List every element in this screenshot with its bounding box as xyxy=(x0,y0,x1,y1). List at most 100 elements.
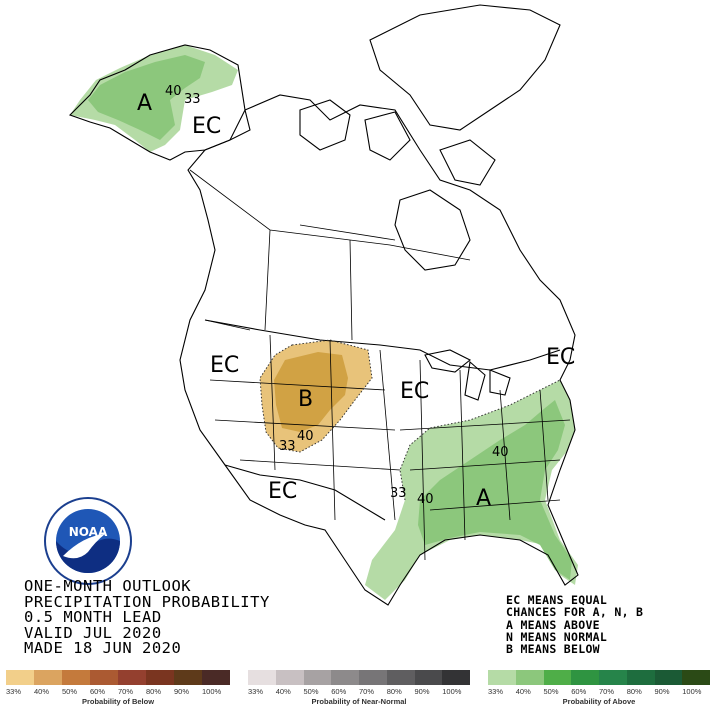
map-label-ec-midwest: EC xyxy=(400,379,429,404)
normal-scale-title: Probability of Near-Normal xyxy=(311,697,407,706)
above-scale-ticks: 33% 40% 50% 60% 70% 80% 90% 100% xyxy=(488,687,710,697)
normal-scale-swatch-1 xyxy=(275,670,304,685)
above-scale-tick-label: 70% xyxy=(599,687,615,696)
normal-scale-ticks: 33% 40% 50% 60% 70% 80% 90% 100% xyxy=(248,687,470,697)
normal-scale-swatch-7 xyxy=(442,670,470,685)
map-label-ec-alaska: EC xyxy=(192,114,221,139)
map-label-a-alaska: A xyxy=(137,91,152,116)
below-scale-swatch-2 xyxy=(62,670,90,685)
map-label-ec-west: EC xyxy=(210,353,239,378)
canadian-islands-outline xyxy=(299,99,496,186)
map-label-ec-northeast: EC xyxy=(546,345,575,370)
contour-label-se-40-west: 40 xyxy=(417,492,434,507)
below-scale-tick-label: 70% xyxy=(118,687,134,696)
plains-below-40-area xyxy=(274,352,348,432)
outlook-title-block: ONE-MONTH OUTLOOK PRECIPITATION PROBABIL… xyxy=(24,577,270,657)
map-label-ec-southwest: EC xyxy=(268,479,297,504)
above-scale-swatch-1 xyxy=(515,670,544,685)
below-scale-swatches xyxy=(6,670,230,685)
legend-note-3: A MEANS ABOVE xyxy=(506,617,600,632)
contour-label-se-33: 33 xyxy=(390,486,407,501)
noaa-logo: NOAA xyxy=(44,497,132,585)
legend-note-1: EC MEANS EQUAL xyxy=(506,593,608,607)
southeast-above-40-area xyxy=(418,400,572,580)
normal-scale-swatch-3 xyxy=(331,670,359,685)
region-borders xyxy=(189,169,571,561)
above-scale-title: Probability of Above xyxy=(562,697,636,706)
probability-near-normal-scale: 33% 40% 50% 60% 70% 80% 90% 100% Probability of … xyxy=(248,670,470,706)
above-scale-swatch-7 xyxy=(682,670,710,685)
legend-notes: EC MEANS EQUAL CHANCES FOR A, N, B A MEA… xyxy=(506,593,644,657)
below-scale-swatch-3 xyxy=(90,670,118,685)
normal-scale-tick-label: 70% xyxy=(359,687,375,696)
normal-scale-swatch-2 xyxy=(303,670,332,685)
great-lakes-outline xyxy=(424,349,511,401)
contour-label-plains-40: 40 xyxy=(297,429,314,444)
normal-scale-swatch-4 xyxy=(359,670,387,685)
above-scale-swatch-3 xyxy=(571,670,599,685)
above-scale-swatch-5 xyxy=(626,670,655,685)
map-label-a-southeast: A xyxy=(476,486,491,511)
normal-scale-tick-label: 40% xyxy=(275,687,291,696)
title-line-3: 0.5 MONTH LEAD xyxy=(24,608,162,626)
above-scale-swatch-2 xyxy=(543,670,572,685)
above-scale-tick-label: 40% xyxy=(515,687,531,696)
below-scale-tick-label: 90% xyxy=(174,687,190,696)
title-line-5: MADE 18 JUN 2020 xyxy=(24,639,182,657)
above-scale-swatches xyxy=(488,670,710,685)
below-scale-tick-label: 100% xyxy=(202,687,222,696)
above-scale-swatch-0 xyxy=(488,670,516,685)
north-america-outline xyxy=(179,94,579,606)
normal-scale-tick-label: 100% xyxy=(442,687,462,696)
above-scale-tick-label: 60% xyxy=(571,687,587,696)
map-label-b-plains: B xyxy=(298,387,313,412)
greenland-outline xyxy=(369,4,561,131)
legend-note-5: B MEANS BELOW xyxy=(506,642,600,657)
below-scale-swatch-6 xyxy=(174,670,202,685)
normal-scale-swatch-0 xyxy=(248,670,276,685)
below-scale-tick-label: 80% xyxy=(146,687,162,696)
contour-label-plains-33: 33 xyxy=(279,439,296,454)
below-scale-tick-label: 50% xyxy=(62,687,78,696)
province-borders xyxy=(189,169,471,341)
normal-scale-swatches xyxy=(248,670,470,685)
hudson-bay-outline xyxy=(394,189,471,271)
above-scale-tick-label: 90% xyxy=(654,687,670,696)
title-line-4: VALID JUL 2020 xyxy=(24,623,162,642)
above-scale-swatch-6 xyxy=(654,670,683,685)
probability-above-scale: 33% 40% 50% 60% 70% 80% 90% 100% Probability of … xyxy=(488,670,710,706)
us-mexico-border xyxy=(224,464,386,521)
below-scale-tick-label: 60% xyxy=(90,687,106,696)
normal-scale-tick-label: 50% xyxy=(303,687,319,696)
below-scale-swatch-4 xyxy=(118,670,146,685)
normal-scale-swatch-6 xyxy=(414,670,443,685)
precipitation-outlook-map: A EC EC B EC EC EC A 40 33 40 33 40 33 4… xyxy=(68,4,579,606)
title-line-2: PRECIPITATION PROBABILITY xyxy=(24,592,270,611)
below-scale-title: Probability of Below xyxy=(81,697,155,706)
legend-note-4: N MEANS NORMAL xyxy=(506,629,608,644)
above-scale-tick-label: 33% xyxy=(488,687,504,696)
below-scale-swatch-0 xyxy=(6,670,34,685)
canada-us-border xyxy=(204,319,561,371)
contour-label-ak-40: 40 xyxy=(165,84,182,99)
legend-note-2: CHANCES FOR A, N, B xyxy=(506,605,644,620)
normal-scale-tick-label: 90% xyxy=(414,687,430,696)
below-scale-tick-label: 40% xyxy=(34,687,50,696)
title-line-1: ONE-MONTH OUTLOOK xyxy=(24,577,192,595)
contour-label-ak-33: 33 xyxy=(184,92,201,107)
state-borders xyxy=(209,334,571,561)
below-scale-ticks: 33% 40% 50% 60% 70% 80% 90% 100% xyxy=(6,687,230,697)
normal-scale-tick-label: 80% xyxy=(386,687,402,696)
normal-scale-tick-label: 60% xyxy=(331,687,347,696)
above-scale-tick-label: 50% xyxy=(543,687,559,696)
above-scale-tick-label: 100% xyxy=(682,687,702,696)
normal-scale-tick-label: 33% xyxy=(248,687,264,696)
contour-label-se-40-north: 40 xyxy=(492,445,509,460)
below-scale-swatch-1 xyxy=(34,670,62,685)
below-scale-swatch-7 xyxy=(202,670,230,685)
below-scale-tick-label: 33% xyxy=(6,687,22,696)
noaa-logo-text: NOAA xyxy=(69,525,108,539)
below-scale-swatch-5 xyxy=(146,670,174,685)
alaska-above-40-area xyxy=(88,55,205,140)
probability-below-scale: 33% 40% 50% 60% 70% 80% 90% 100% Probability of … xyxy=(6,670,230,706)
